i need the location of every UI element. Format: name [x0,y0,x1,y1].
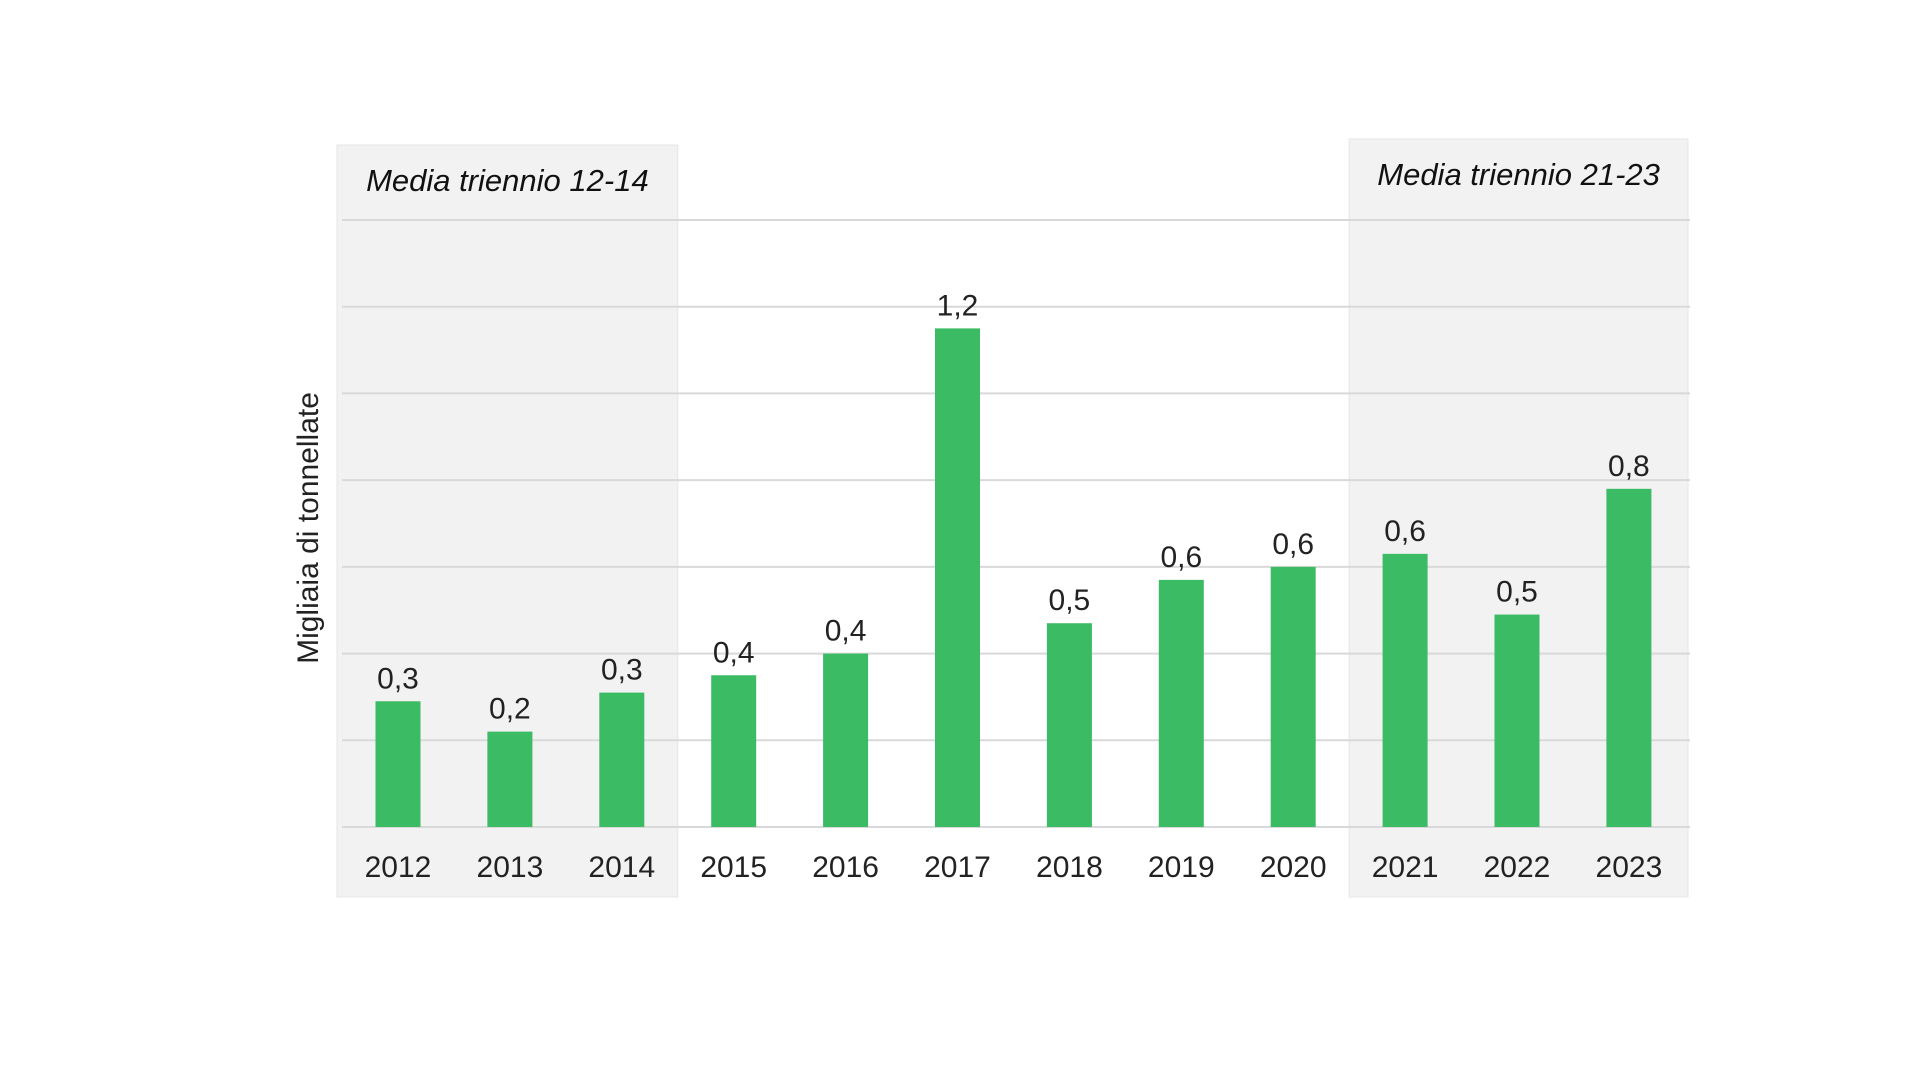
data-label-2023: 0,8 [1608,450,1650,483]
band-title: Media triennio 21-23 [1377,157,1660,192]
bar-2019 [1158,579,1204,827]
band-title: Media triennio 12-14 [366,163,649,198]
x-tick-2018: 2018 [1036,851,1103,884]
data-label-2017: 1,2 [937,289,979,322]
bar-2020 [1270,566,1316,827]
data-label-2012: 0,3 [377,662,419,695]
bar-2015 [711,675,757,827]
data-label-2022: 0,5 [1496,576,1538,609]
gridlines [342,219,1690,828]
x-tick-2023: 2023 [1596,851,1663,884]
x-tick-2017: 2017 [924,851,991,884]
data-label-2020: 0,6 [1272,528,1314,561]
x-tick-2022: 2022 [1484,851,1551,884]
data-label-2016: 0,4 [825,615,867,648]
data-label-2021: 0,6 [1384,515,1426,548]
y-axis-label: Migliaia di tonnellate [292,392,325,664]
data-label-2019: 0,6 [1160,541,1202,574]
data-labels: 0,3 0,2 0,3 0,4 0,4 1,2 0,5 0,6 0,6 0,6 0,5 0,8 [377,289,1650,725]
x-tick-2019: 2019 [1148,851,1215,884]
bar-2013 [487,731,533,827]
bar-2023 [1606,488,1652,827]
bar-2017 [935,328,980,827]
data-label-2014: 0,3 [601,654,643,687]
data-label-2015: 0,4 [713,636,755,669]
x-tick-2013: 2013 [477,851,544,884]
x-tick-2012: 2012 [365,851,432,884]
bar-2022 [1494,614,1540,827]
x-tick-2015: 2015 [700,851,767,884]
x-tick-2020: 2020 [1260,851,1327,884]
data-label-2018: 0,5 [1049,584,1091,617]
bar-2014 [599,692,645,827]
bar-2016 [823,653,869,827]
x-tick-2014: 2014 [588,851,655,884]
bars [375,328,1652,827]
highlight-bands: Media triennio 12-14 Media triennio 21-23 [336,138,1689,898]
x-tick-labels: 2012 2013 2014 2015 2016 2017 2018 2019 2020 2021… [365,851,1663,884]
bar-2018 [1046,623,1092,827]
data-label-2013: 0,2 [489,693,531,726]
bar-2021 [1382,553,1428,827]
bar-2012 [375,701,421,827]
x-tick-2016: 2016 [812,851,879,884]
x-tick-2021: 2021 [1372,851,1439,884]
